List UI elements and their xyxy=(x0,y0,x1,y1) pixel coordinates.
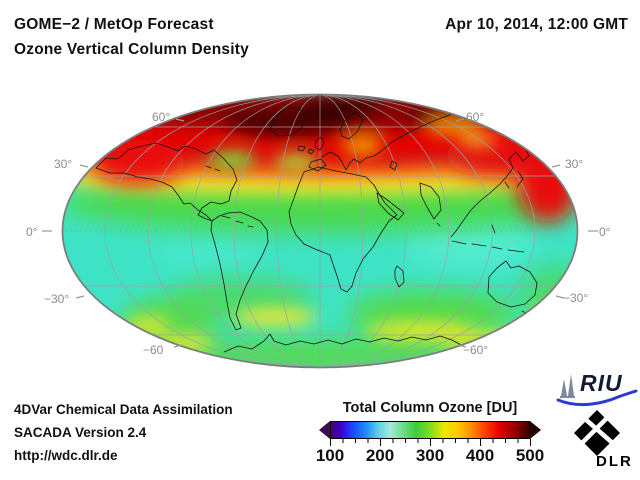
colorbar-ticks-major xyxy=(330,439,531,446)
dlr-logo-text: DLR xyxy=(596,453,633,470)
colorbar-title: Total Column Ozone [DU] xyxy=(342,400,518,416)
lat-label-right-60: 60° xyxy=(466,110,485,124)
colorbar-tick-100: 100 xyxy=(315,446,345,465)
lat-label-left-0: 0° xyxy=(26,225,38,239)
colorbar-tick-300: 300 xyxy=(415,446,445,465)
globe-rim xyxy=(61,93,579,369)
lat-tick-dashes xyxy=(42,118,598,348)
credit-url: http://wdc.dlr.de xyxy=(14,448,118,463)
dlr-logo-art: DLR xyxy=(574,410,633,470)
riu-logo-text: RIU xyxy=(580,370,623,396)
riu-swoosh xyxy=(556,389,638,407)
page-title-line2: Ozone Vertical Column Density xyxy=(14,41,249,58)
colorbar xyxy=(330,421,530,439)
riu-logo-art xyxy=(556,374,638,407)
lat-label-right-30: 30° xyxy=(565,157,584,171)
credit-version: SACADA Version 2.4 xyxy=(14,425,147,440)
coastlines xyxy=(95,107,557,353)
forecast-datetime: Apr 10, 2014, 12:00 GMT xyxy=(445,16,628,33)
colorbar-tick-400: 400 xyxy=(465,446,495,465)
credit-assimilation: 4DVar Chemical Data Assimilation xyxy=(14,402,233,417)
colorbar-arrow-right xyxy=(530,421,541,439)
colorbar-arrow-left xyxy=(319,421,330,439)
lat-label-left-m60: −60 xyxy=(143,343,164,357)
lat-label-left-60: 60° xyxy=(152,110,171,124)
lat-label-left-m30: −30° xyxy=(44,292,70,306)
lat-label-right-0: 0° xyxy=(599,225,611,239)
page-title-line1: GOME−2 / MetOp Forecast xyxy=(14,16,214,33)
lat-label-right-m30: −30° xyxy=(563,291,589,305)
dlr-diamond xyxy=(574,410,620,456)
cathedral-icon xyxy=(560,374,575,398)
lat-label-left-30: 30° xyxy=(54,157,73,171)
colorbar-tick-500: 500 xyxy=(515,446,545,465)
colorbar-gradient xyxy=(331,422,529,438)
colorbar-tick-200: 200 xyxy=(365,446,395,465)
ozone-field xyxy=(63,95,577,367)
lat-label-right-m60: −60° xyxy=(463,343,489,357)
riu-logo: RIU xyxy=(556,370,638,410)
dlr-logo: DLR xyxy=(570,408,638,474)
